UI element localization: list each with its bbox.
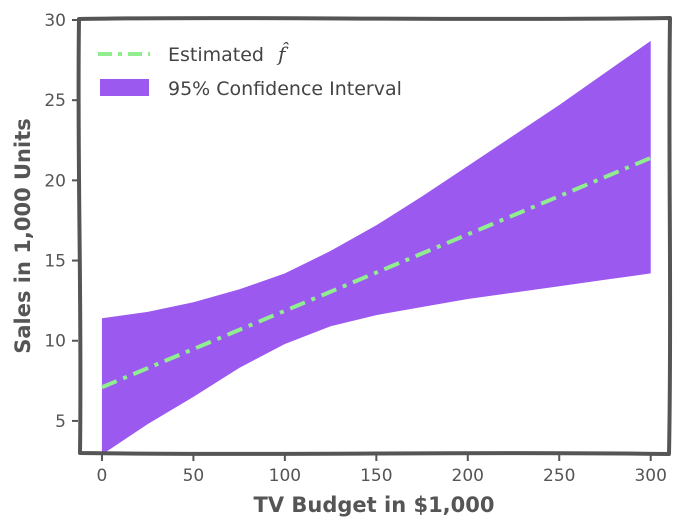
y-tick-label: 10: [44, 332, 66, 352]
plot-frame: [76, 16, 673, 456]
legend-swatch-confidence-interval: [100, 79, 149, 96]
plot-area: [101, 40, 652, 453]
legend-math-f-hat: f̂: [276, 42, 290, 66]
y-axis-ticks: 5 10 15 20 25 30: [44, 11, 78, 432]
y-tick-label: 30: [44, 11, 66, 31]
confidence-band: [101, 40, 651, 453]
y-tick-label: 25: [44, 91, 66, 111]
x-axis-label: TV Budget in $1,000: [254, 493, 495, 517]
x-tick-label: 200: [452, 466, 484, 486]
y-tick-label: 5: [55, 412, 66, 432]
legend-label-confidence-interval: 95% Confidence Interval: [168, 78, 402, 100]
x-tick-label: 50: [183, 466, 205, 486]
legend-label-estimated: Estimated: [168, 44, 264, 66]
x-tick-label: 300: [634, 466, 666, 486]
y-tick-label: 15: [44, 252, 66, 272]
x-tick-label: 250: [543, 466, 575, 486]
estimated-line: [101, 156, 652, 390]
x-tick-label: 150: [360, 466, 392, 486]
y-tick-label: 20: [44, 171, 66, 191]
legend: Estimated f̂ 95% Confidence Interval: [98, 42, 402, 100]
x-axis-ticks: 0 50 100 150 200 250 300: [97, 455, 667, 486]
x-tick-label: 100: [269, 466, 301, 486]
x-tick-label: 0: [97, 466, 108, 486]
y-axis-label: Sales in 1,000 Units: [11, 118, 35, 353]
